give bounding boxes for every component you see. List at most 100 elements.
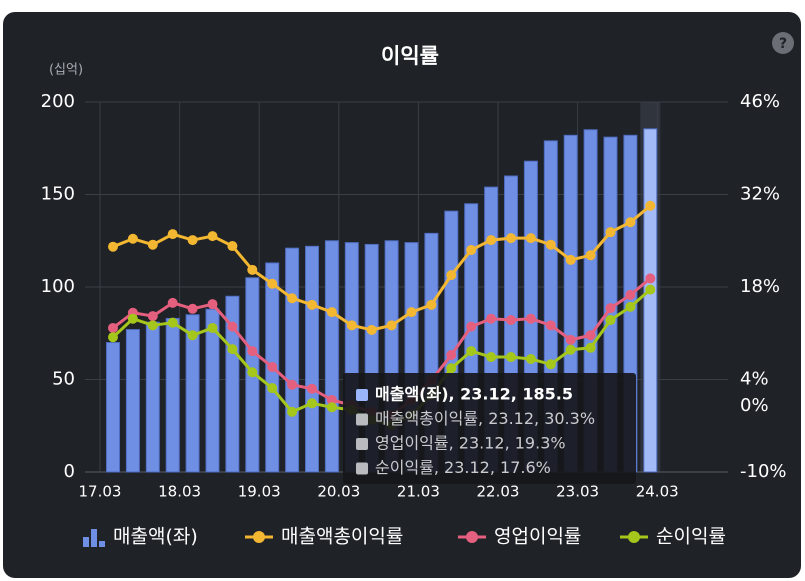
point: [466, 321, 477, 332]
point: [247, 367, 258, 378]
y-tick-label: 150: [41, 184, 75, 205]
tooltip-line: 순이익률, 23.12, 17.6%: [375, 458, 551, 477]
legend-label: 매출액총이익률: [281, 526, 403, 548]
y2-tick-label: 0%: [740, 395, 769, 416]
point: [525, 233, 536, 244]
x-tick-label: 21.03: [397, 483, 440, 501]
point: [187, 330, 198, 341]
point: [366, 324, 377, 335]
chart-title: 이익률: [381, 44, 439, 68]
point: [565, 344, 576, 355]
y-tick-label: 100: [41, 276, 75, 297]
point: [227, 321, 238, 332]
legend-label: 순이익률: [656, 526, 726, 548]
legend-label: 영업이익률: [494, 526, 581, 548]
point: [207, 322, 218, 333]
point: [486, 313, 497, 324]
point: [267, 361, 278, 372]
y2-tick-label: -10%: [740, 461, 787, 482]
point: [287, 406, 298, 417]
point: [247, 264, 258, 275]
point: [326, 394, 337, 405]
y2-tick-label: 4%: [740, 369, 769, 390]
point: [506, 352, 516, 363]
point: [346, 320, 357, 331]
point: [147, 320, 158, 331]
point: [167, 297, 178, 308]
point: [187, 303, 198, 314]
bar: [225, 295, 240, 473]
tooltip: 매출액(좌), 23.12, 185.5 매출액총이익률, 23.12, 30.3…: [343, 373, 636, 484]
tooltip-swatch: [356, 389, 368, 401]
help-icon[interactable]: [772, 32, 794, 54]
bar: [324, 240, 339, 473]
point: [525, 354, 536, 365]
y-unit: (십억): [49, 63, 83, 78]
legend-icon: [83, 537, 89, 547]
point: [545, 359, 556, 370]
bar: [165, 317, 180, 473]
x-tick-label: 20.03: [317, 483, 360, 501]
point: [625, 217, 636, 228]
x-tick-label: 18.03: [158, 483, 201, 501]
point: [167, 317, 178, 328]
point: [227, 344, 238, 355]
y-tick-label: 0: [64, 461, 75, 482]
legend-icon: [91, 529, 97, 547]
legend-icon: [628, 531, 640, 543]
point: [645, 284, 656, 295]
tooltip-swatch: [356, 462, 368, 475]
point: [127, 313, 138, 324]
x-tick-label: 24.03: [636, 483, 679, 501]
point: [585, 342, 596, 353]
bar: [285, 247, 300, 473]
point: [307, 398, 317, 409]
point: [545, 320, 556, 331]
point: [565, 334, 576, 345]
point: [307, 383, 317, 394]
point: [227, 241, 238, 252]
point: [446, 363, 457, 374]
point: [585, 330, 596, 341]
legend-icon: [99, 541, 105, 547]
point: [506, 233, 516, 244]
bar: [125, 329, 140, 473]
bar: [185, 314, 200, 473]
line: [112, 204, 652, 332]
legend-icon: [253, 531, 265, 543]
point: [466, 346, 477, 357]
help-mark[interactable]: ?: [779, 36, 787, 52]
x-tick-label: 22.03: [477, 483, 520, 501]
point: [486, 352, 497, 363]
point: [167, 229, 178, 240]
point: [108, 241, 118, 252]
tooltip-line: 매출액총이익률, 23.12, 30.3%: [375, 409, 595, 428]
tooltip-swatch: [356, 413, 368, 426]
point: [625, 301, 636, 312]
bar: [145, 321, 160, 473]
y-tick-label: 50: [52, 369, 75, 390]
point: [585, 250, 596, 261]
bar: [205, 308, 220, 473]
point: [466, 245, 477, 255]
point: [645, 273, 656, 284]
x-tick-label: 17.03: [79, 483, 122, 501]
point: [545, 239, 556, 250]
legend-label: 매출액(좌): [113, 526, 198, 548]
point: [525, 313, 536, 324]
point: [207, 299, 218, 310]
point: [565, 254, 576, 265]
point: [267, 278, 278, 289]
point: [645, 200, 656, 211]
point: [326, 402, 337, 413]
point: [446, 270, 457, 281]
x-tick-label: 19.03: [238, 483, 281, 501]
legend-icon: [466, 531, 478, 543]
x-tick-label: 23.03: [556, 483, 599, 501]
bar: [106, 342, 120, 473]
point: [247, 346, 258, 357]
bar: [305, 245, 319, 473]
y2-tick-label: 18%: [740, 276, 780, 297]
